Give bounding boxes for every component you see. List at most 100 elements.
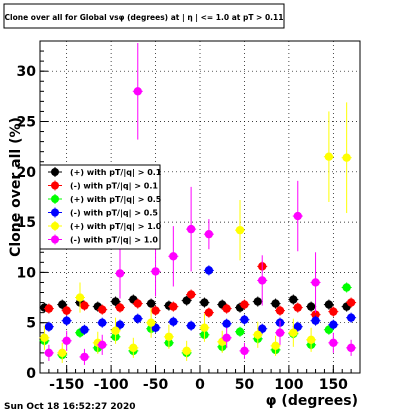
data-point: [98, 318, 107, 327]
y-tick-label: 30: [17, 64, 37, 80]
data-point: [204, 308, 214, 317]
data-point: [44, 322, 54, 331]
y-tick-label: 5: [26, 316, 36, 332]
y-tick-label: 0: [26, 366, 36, 382]
data-point: [306, 302, 316, 311]
legend-label: (-) with pT/|q| > 0.5: [70, 209, 158, 218]
data-point: [271, 341, 280, 351]
series-1: [43, 261, 357, 320]
data-point: [169, 302, 178, 311]
data-point: [271, 299, 280, 308]
legend-marker: [51, 195, 59, 203]
data-point: [44, 304, 54, 313]
data-point: [151, 306, 160, 315]
data-point: [40, 333, 49, 342]
data-point: [275, 328, 285, 337]
data-point: [342, 153, 351, 162]
legend-marker: [51, 235, 59, 244]
data-point: [115, 320, 125, 329]
legend-marker: [51, 168, 59, 176]
y-tick-label: 10: [17, 265, 37, 281]
data-point: [80, 352, 89, 362]
data-point: [98, 305, 107, 314]
data-point: [164, 332, 174, 341]
data-point: [253, 330, 262, 339]
legend-marker: [51, 222, 59, 230]
title-box: [3, 3, 285, 29]
data-point: [275, 306, 285, 315]
data-point: [151, 267, 160, 276]
data-point: [346, 343, 356, 353]
legend-label: (-) with pT/|q| > 1.0: [70, 236, 158, 245]
y-tick-label: 25: [17, 114, 36, 130]
data-point: [111, 297, 120, 306]
data-point: [253, 297, 262, 306]
data-point: [146, 299, 156, 308]
legend-marker: [51, 208, 59, 217]
data-point: [169, 317, 178, 326]
data-point: [44, 348, 54, 358]
data-point: [80, 325, 89, 334]
x-tick-label: -100: [94, 377, 129, 393]
data-point: [346, 298, 356, 307]
data-point: [235, 225, 245, 235]
legend-box: [39, 164, 161, 250]
data-points: [39, 43, 357, 365]
data-point: [258, 276, 267, 285]
data-point: [129, 343, 138, 353]
x-tick-label: -150: [49, 377, 84, 393]
data-point: [324, 152, 334, 161]
data-point: [222, 319, 231, 328]
data-point: [293, 322, 302, 331]
data-point: [115, 303, 125, 312]
data-point: [146, 318, 156, 327]
data-point: [115, 269, 125, 278]
data-point: [346, 313, 356, 322]
chart-title: Clone over all for Global vsφ (degrees) …: [5, 13, 284, 23]
data-point: [240, 315, 249, 324]
data-point: [222, 304, 231, 313]
legend: (+) with pT/|q| > 0.1 (-) with pT/|q| > 0…: [39, 164, 162, 250]
data-point: [204, 266, 214, 275]
data-point: [182, 346, 191, 356]
data-point: [58, 348, 67, 358]
data-point: [182, 296, 191, 305]
data-point: [306, 335, 316, 344]
x-axis-label: φ (degrees): [266, 393, 358, 409]
data-point: [58, 300, 67, 309]
legend-label: (+) with pT/|q| > 0.1: [70, 168, 162, 177]
data-point: [133, 87, 142, 96]
data-point: [62, 336, 71, 346]
data-point: [329, 338, 338, 348]
data-point: [342, 283, 351, 292]
data-point: [289, 295, 298, 304]
data-point: [222, 333, 231, 342]
data-point: [204, 229, 214, 239]
data-point: [80, 301, 89, 310]
legend-label: (+) with pT/|q| > 1.0: [70, 222, 162, 231]
data-point: [62, 306, 71, 315]
data-point: [98, 340, 107, 350]
data-point: [329, 320, 338, 329]
data-point: [311, 310, 320, 319]
legend-label: (+) with pT/|q| > 0.5: [70, 195, 162, 204]
data-point: [324, 300, 334, 309]
data-point: [289, 328, 298, 337]
data-point: [111, 326, 120, 335]
data-point: [186, 321, 196, 330]
y-axis-label: Clone over all (%): [8, 117, 24, 257]
data-point: [133, 314, 142, 323]
data-point: [293, 303, 302, 312]
x-tick-label: 0: [195, 377, 205, 393]
y-tick-label: 15: [17, 215, 36, 231]
data-point: [133, 299, 142, 308]
data-point: [240, 346, 249, 356]
legend-marker: [51, 181, 59, 190]
data-point: [235, 327, 245, 336]
series-5: [43, 43, 357, 365]
data-point: [62, 316, 71, 325]
data-point: [293, 211, 302, 221]
data-point: [200, 323, 209, 332]
axes: -150 -100 -50 0 50 100 150 0 5 10 15 20 25 30: [17, 40, 361, 393]
